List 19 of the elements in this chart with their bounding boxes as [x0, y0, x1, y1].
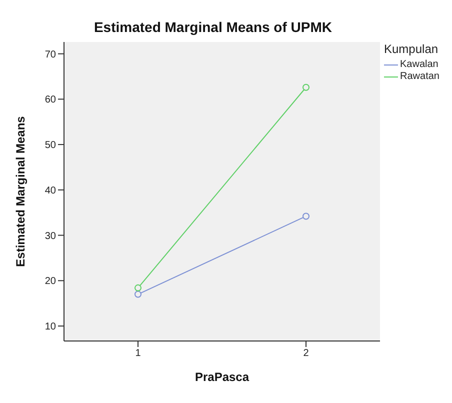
x-tick-label: 2 [303, 348, 310, 360]
y-tick-label: 60 [44, 94, 56, 106]
y-tick-label: 40 [44, 185, 56, 196]
point [134, 284, 142, 292]
y-tick-label: 20 [44, 276, 56, 288]
y-tick-label: 30 [44, 230, 56, 242]
point [134, 290, 142, 298]
point [302, 84, 310, 91]
x-axis-title: PraPasca [194, 370, 250, 384]
legend-label: Kawalan [400, 59, 438, 71]
y-tick-label: 50 [44, 140, 56, 152]
y-tick-label: 10 [44, 322, 56, 333]
chart-title: Estimated Marginal Means of UPMK [94, 19, 332, 35]
y-axis-title: Estimated Marginal Means [13, 116, 28, 267]
point [302, 212, 310, 220]
legend-title: Kumpulan [384, 42, 440, 56]
x-tick-label: 1 [135, 348, 142, 360]
legend-label: Rawatan [400, 71, 440, 83]
y-tick-label: 70 [44, 49, 56, 60]
